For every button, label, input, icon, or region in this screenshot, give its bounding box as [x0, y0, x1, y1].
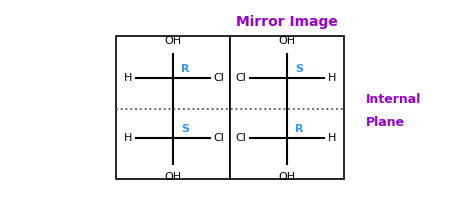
Text: Mirror Image: Mirror Image — [236, 15, 338, 29]
Text: OH: OH — [164, 36, 182, 46]
Text: H: H — [328, 133, 336, 143]
Text: H: H — [328, 73, 336, 83]
Text: OH: OH — [278, 36, 296, 46]
Text: H: H — [124, 133, 133, 143]
Text: S: S — [295, 64, 303, 74]
Text: Internal: Internal — [366, 93, 421, 106]
Text: Cl: Cl — [236, 133, 246, 143]
Text: Cl: Cl — [213, 73, 224, 83]
Text: H: H — [124, 73, 133, 83]
Text: Cl: Cl — [236, 73, 246, 83]
Text: OH: OH — [278, 172, 296, 182]
Text: Plane: Plane — [366, 116, 405, 129]
Text: Cl: Cl — [213, 133, 224, 143]
Bar — [230, 36, 344, 179]
Text: R: R — [295, 124, 303, 134]
Text: OH: OH — [164, 172, 182, 182]
Bar — [116, 36, 230, 179]
Text: R: R — [181, 64, 190, 74]
Text: S: S — [181, 124, 189, 134]
